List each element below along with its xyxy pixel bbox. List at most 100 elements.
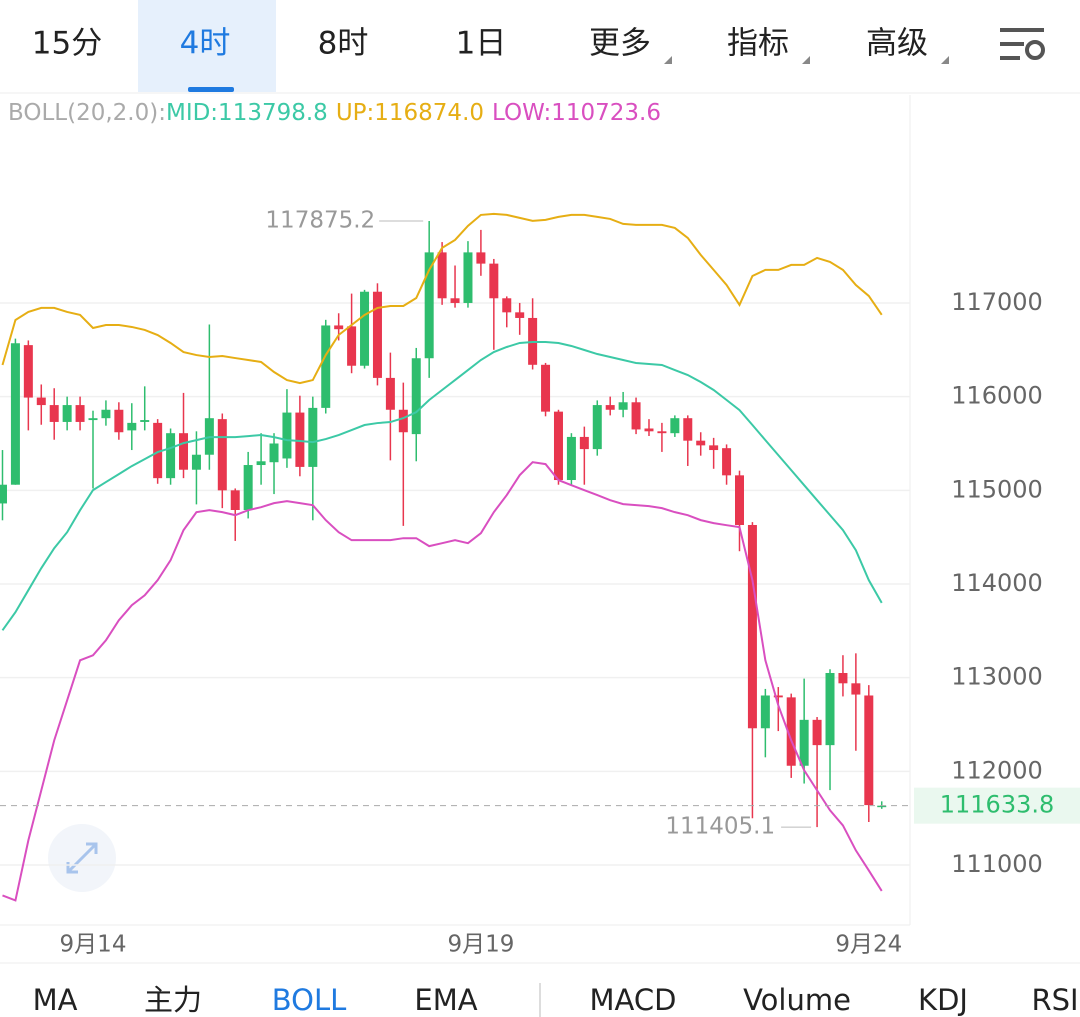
- candle-body: [334, 325, 344, 330]
- y-tick-label: 112000: [951, 756, 1043, 784]
- x-tick-label: 9月19: [447, 932, 514, 958]
- boll-line: [2, 461, 883, 902]
- active-tab-bg: [138, 0, 276, 92]
- y-tick-label: 114000: [951, 569, 1043, 597]
- candle-body: [722, 448, 732, 476]
- dropdown-arrow: [664, 56, 672, 64]
- candle-body: [23, 345, 33, 398]
- indicator-legend: BOLL(20,2.0):MID:113798.8 UP:116874.0 LOW:…: [8, 100, 661, 126]
- candle-body: [282, 412, 292, 459]
- indicator-tab[interactable]: BOLL: [272, 983, 347, 1017]
- x-tick-label: 9月24: [835, 932, 902, 958]
- candle-body: [644, 428, 654, 432]
- tab[interactable]: 1日: [456, 26, 507, 62]
- indicator-tab[interactable]: MACD: [590, 983, 677, 1017]
- candle-body: [269, 443, 279, 463]
- candle-body: [851, 683, 861, 695]
- candle-body: [256, 461, 266, 466]
- candle-body: [838, 673, 848, 684]
- candle-body: [747, 524, 757, 729]
- high-annotation: 117875.2: [265, 207, 375, 233]
- candle-body: [243, 465, 253, 510]
- candle-body: [101, 409, 111, 419]
- expand-button[interactable]: [48, 824, 116, 892]
- active-tab-indicator: [188, 87, 234, 92]
- candle-body: [683, 418, 693, 441]
- indicator-tab[interactable]: 主力: [144, 983, 202, 1017]
- candle-body: [217, 419, 227, 491]
- boll-line: [1, 341, 883, 631]
- x-tick-label: 9月14: [60, 932, 127, 958]
- candle-body: [36, 397, 46, 406]
- y-tick-label: 117000: [951, 288, 1043, 316]
- candle-body: [450, 298, 460, 303]
- candle-body: [321, 325, 331, 408]
- tab[interactable]: 指标: [727, 26, 789, 62]
- last-price-label: 111633.8: [940, 791, 1055, 819]
- candle-body: [864, 695, 874, 806]
- legend-entry: UP:116874.0: [336, 100, 484, 126]
- indicator-tab[interactable]: MA: [33, 983, 78, 1017]
- candle-body: [411, 358, 421, 435]
- indicator-name: BOLL(20,2.0):: [8, 100, 166, 126]
- candle-body: [347, 326, 357, 366]
- candle-body: [308, 407, 318, 467]
- indicator-tab[interactable]: RSI: [1031, 983, 1078, 1017]
- candle-body: [773, 695, 783, 698]
- candle-body: [877, 805, 887, 808]
- tab[interactable]: 15分: [32, 26, 102, 62]
- candle-body: [191, 454, 201, 470]
- candle-body: [605, 405, 615, 410]
- candle-body: [760, 695, 770, 729]
- candle-body: [592, 405, 602, 450]
- candle-body: [566, 436, 576, 481]
- candle-body: [502, 298, 512, 313]
- legend-entry: MID:113798.8: [166, 100, 328, 126]
- candle-body: [812, 719, 822, 746]
- tab[interactable]: 4时: [180, 26, 231, 62]
- candle-body: [295, 412, 305, 467]
- indicator-tab[interactable]: Volume: [743, 983, 851, 1017]
- candle-body: [463, 252, 473, 303]
- candle-body: [670, 418, 680, 434]
- candle-body: [424, 252, 434, 359]
- tab[interactable]: 更多: [589, 26, 651, 62]
- candle-body: [825, 673, 835, 746]
- candle-body: [114, 409, 124, 433]
- candle-body: [735, 475, 744, 525]
- last-price-box: [914, 787, 1080, 824]
- candle-body: [10, 343, 20, 485]
- candle-body: [657, 431, 667, 434]
- candle-body: [179, 433, 189, 470]
- tab[interactable]: 8时: [318, 26, 369, 62]
- candle-body: [709, 445, 719, 451]
- candle-body: [437, 252, 447, 299]
- candle-body: [88, 418, 98, 421]
- candle-body: [127, 422, 137, 431]
- candle-body: [553, 411, 563, 481]
- candle-body: [515, 312, 525, 318]
- tab[interactable]: 高级: [866, 26, 928, 62]
- candle-body: [489, 263, 499, 299]
- candle-body: [631, 402, 641, 430]
- dropdown-arrow: [802, 56, 810, 64]
- candle-body: [799, 719, 809, 766]
- y-tick-label: 113000: [951, 663, 1043, 691]
- candle-body: [0, 484, 7, 504]
- candle-body: [360, 291, 370, 366]
- candle-body: [541, 364, 551, 412]
- candle-body: [579, 436, 589, 450]
- candle-body: [166, 433, 176, 479]
- candle-body: [618, 402, 628, 410]
- indicator-tab[interactable]: KDJ: [918, 983, 968, 1017]
- y-tick-label: 115000: [951, 475, 1043, 503]
- candle-body: [696, 440, 706, 446]
- candle-body: [49, 405, 59, 422]
- indicator-tab[interactable]: EMA: [414, 983, 477, 1017]
- candle-body: [230, 490, 240, 510]
- settings-icon[interactable]: [1000, 28, 1045, 60]
- candle-body: [372, 291, 382, 378]
- candle-body: [75, 405, 85, 422]
- boll-line: [1, 212, 883, 385]
